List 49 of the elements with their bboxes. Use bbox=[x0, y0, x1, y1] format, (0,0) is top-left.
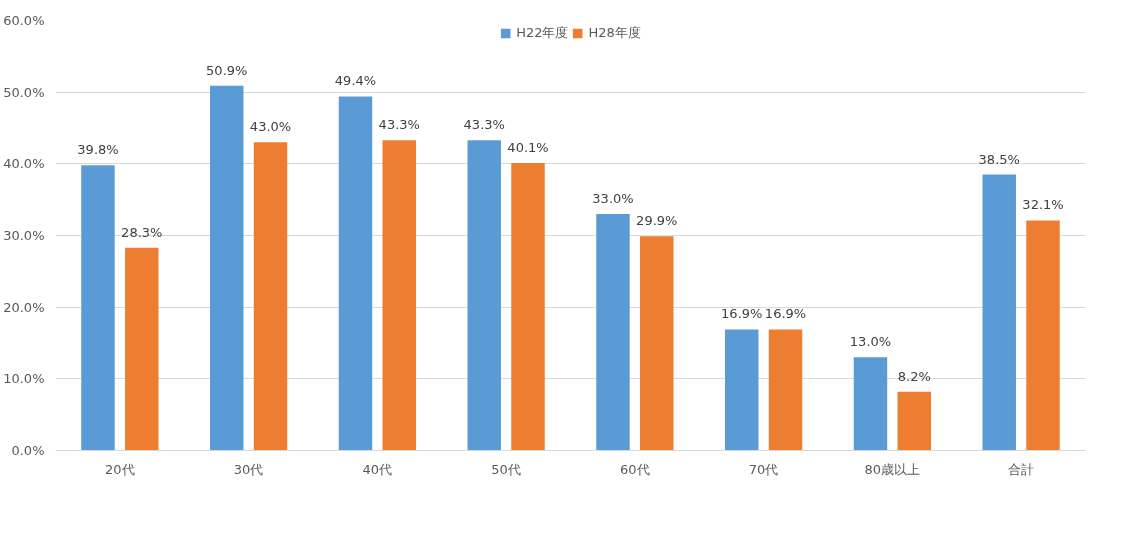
x-tick-label: 60代 bbox=[620, 461, 650, 477]
bar bbox=[897, 391, 931, 451]
bar bbox=[511, 163, 545, 451]
x-tick-label: 80歳以上 bbox=[864, 461, 921, 477]
data-label: 16.9% bbox=[721, 306, 763, 322]
bar bbox=[125, 247, 159, 451]
data-label: 43.3% bbox=[378, 117, 420, 133]
data-label: 33.0% bbox=[592, 191, 634, 206]
data-label: 39.8% bbox=[77, 142, 119, 158]
data-label: 38.5% bbox=[978, 151, 1020, 167]
data-label: 43.3% bbox=[463, 117, 505, 133]
legend-label: H22年度 bbox=[516, 24, 569, 42]
x-tick-label: 40代 bbox=[362, 461, 393, 477]
y-tick-label: 10.0% bbox=[3, 371, 45, 387]
data-label: 29.9% bbox=[636, 213, 678, 229]
data-label: 43.0% bbox=[249, 119, 292, 135]
y-tick-label: 60.0% bbox=[3, 13, 45, 28]
y-tick-label: 50.0% bbox=[3, 84, 45, 100]
data-label: 49.4% bbox=[334, 73, 377, 89]
bar bbox=[467, 140, 501, 451]
data-label: 16.9% bbox=[764, 306, 807, 322]
bar bbox=[382, 140, 416, 451]
bar bbox=[210, 85, 244, 451]
y-tick-label: 0.0% bbox=[11, 443, 45, 458]
legend-label: H28年度 bbox=[588, 24, 641, 42]
bar bbox=[338, 96, 373, 451]
bar bbox=[768, 329, 803, 451]
y-tick-label: 30.0% bbox=[3, 228, 45, 243]
bar bbox=[982, 174, 1016, 451]
data-label: 13.0% bbox=[849, 334, 892, 350]
bar bbox=[725, 329, 759, 451]
bar bbox=[853, 357, 888, 451]
data-label: 32.1% bbox=[1022, 197, 1064, 213]
data-label: 40.1% bbox=[507, 140, 549, 156]
x-tick-label: 20代 bbox=[105, 461, 135, 477]
data-label: 8.2% bbox=[897, 368, 931, 384]
y-tick-label: 40.0% bbox=[3, 156, 45, 172]
bar bbox=[81, 165, 115, 451]
x-tick-label: 50代 bbox=[491, 461, 521, 477]
data-label: 50.9% bbox=[206, 62, 248, 78]
bar bbox=[1026, 220, 1060, 451]
data-label: 28.3% bbox=[121, 224, 163, 240]
bar bbox=[253, 142, 288, 451]
bar bbox=[596, 214, 630, 451]
x-tick-label: 70代 bbox=[748, 461, 779, 477]
y-tick-label: 20.0% bbox=[3, 299, 45, 315]
x-tick-label: 30代 bbox=[233, 461, 264, 477]
bar bbox=[640, 236, 674, 451]
x-tick-label: 合計 bbox=[1008, 461, 1035, 477]
